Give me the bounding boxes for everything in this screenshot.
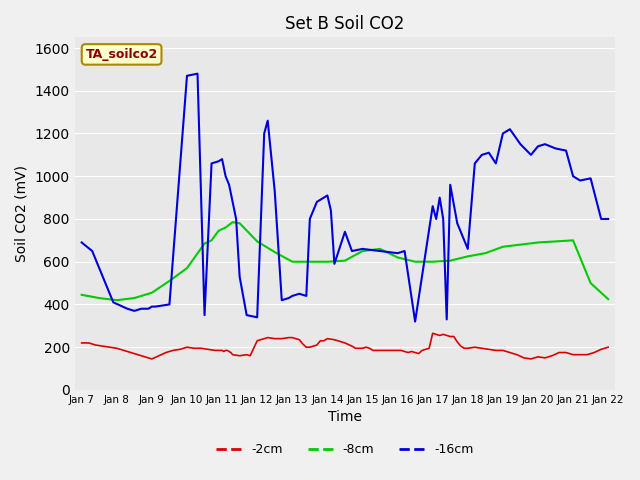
-8cm bbox=[236, 220, 243, 226]
-8cm bbox=[306, 259, 314, 264]
-8cm bbox=[113, 297, 120, 303]
-2cm bbox=[148, 356, 156, 362]
-8cm bbox=[552, 239, 559, 244]
Y-axis label: Soil CO2 (mV): Soil CO2 (mV) bbox=[15, 165, 29, 262]
-8cm bbox=[394, 254, 401, 260]
-16cm bbox=[236, 274, 243, 279]
-16cm bbox=[194, 71, 202, 76]
-8cm bbox=[253, 239, 261, 244]
Line: -2cm: -2cm bbox=[82, 333, 608, 359]
-2cm bbox=[78, 340, 86, 346]
Legend: -2cm, -8cm, -16cm: -2cm, -8cm, -16cm bbox=[211, 438, 479, 461]
-16cm bbox=[289, 293, 296, 299]
Text: TA_soilco2: TA_soilco2 bbox=[86, 48, 157, 61]
-2cm bbox=[460, 346, 468, 351]
-2cm bbox=[429, 330, 436, 336]
-2cm bbox=[134, 352, 141, 358]
-8cm bbox=[499, 244, 507, 250]
-8cm bbox=[289, 259, 296, 264]
-8cm bbox=[587, 280, 595, 286]
-16cm bbox=[534, 144, 542, 149]
-16cm bbox=[215, 158, 223, 164]
-2cm bbox=[604, 344, 612, 350]
-8cm bbox=[166, 278, 173, 284]
Title: Set B Soil CO2: Set B Soil CO2 bbox=[285, 15, 404, 33]
-8cm bbox=[569, 238, 577, 243]
-8cm bbox=[376, 246, 384, 252]
X-axis label: Time: Time bbox=[328, 410, 362, 424]
-8cm bbox=[534, 240, 542, 245]
-8cm bbox=[604, 296, 612, 302]
-8cm bbox=[481, 250, 489, 256]
-8cm bbox=[446, 258, 454, 264]
-8cm bbox=[464, 253, 472, 259]
-16cm bbox=[78, 240, 86, 245]
-8cm bbox=[221, 225, 229, 230]
-16cm bbox=[412, 319, 419, 324]
-2cm bbox=[341, 340, 349, 346]
-8cm bbox=[429, 259, 436, 264]
-2cm bbox=[412, 349, 419, 355]
-8cm bbox=[412, 259, 419, 264]
-8cm bbox=[148, 290, 156, 296]
-8cm bbox=[201, 240, 209, 246]
-8cm bbox=[271, 249, 278, 255]
-8cm bbox=[516, 242, 524, 248]
-8cm bbox=[228, 219, 236, 225]
-16cm bbox=[348, 248, 356, 254]
-8cm bbox=[95, 295, 103, 301]
-2cm bbox=[383, 348, 391, 353]
-2cm bbox=[120, 348, 127, 353]
-8cm bbox=[341, 258, 349, 264]
-8cm bbox=[358, 248, 366, 254]
-8cm bbox=[131, 295, 138, 301]
-8cm bbox=[324, 259, 332, 264]
-8cm bbox=[78, 292, 86, 298]
-8cm bbox=[183, 265, 191, 271]
-16cm bbox=[604, 216, 612, 222]
-16cm bbox=[145, 306, 152, 312]
-8cm bbox=[215, 228, 223, 234]
Line: -8cm: -8cm bbox=[82, 222, 608, 300]
-8cm bbox=[208, 238, 216, 243]
Line: -16cm: -16cm bbox=[82, 73, 608, 322]
